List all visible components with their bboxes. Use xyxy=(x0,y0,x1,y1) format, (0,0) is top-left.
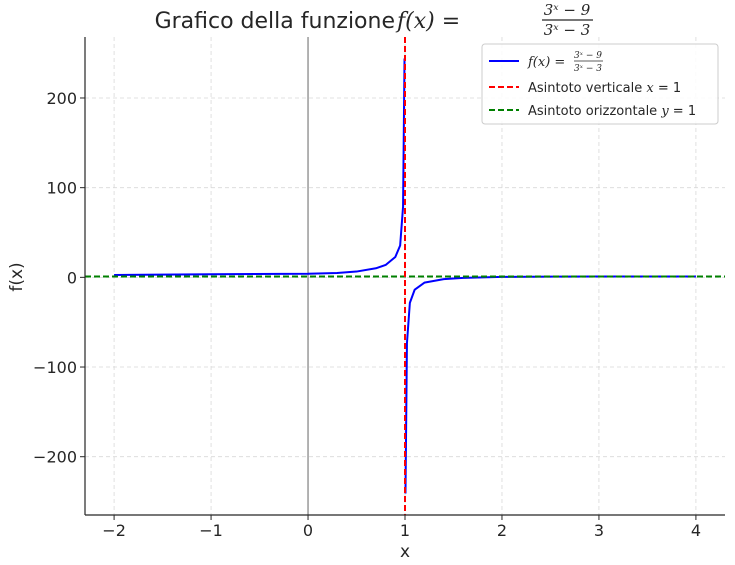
y-tick-label-0: −200 xyxy=(33,448,77,467)
legend-vertical-rest: = 1 xyxy=(654,81,681,96)
y-tick-label-2: 0 xyxy=(67,268,77,287)
legend-horizontal-text: Asintoto orizzontale xyxy=(528,104,661,119)
y-tick-label-1: −100 xyxy=(33,358,77,377)
legend-horizontal-math: y xyxy=(660,104,669,119)
axes xyxy=(80,37,725,520)
chart-title-lhs: f(x) = xyxy=(395,9,460,34)
x-tick-label-3: 1 xyxy=(400,521,410,540)
legend-vertical-math: x xyxy=(646,81,654,96)
legend-label-vertical-asymptote: Asintoto verticale x = 1 xyxy=(528,81,681,96)
y-axis-label: f(x) xyxy=(7,262,27,291)
chart-title: Grafico della funzione f(x) = 3ˣ − 9 3ˣ … xyxy=(155,1,593,39)
chart-title-numerator: 3ˣ − 9 xyxy=(544,1,591,19)
legend-item-horizontal-asymptote: Asintoto orizzontale y = 1 xyxy=(489,104,696,119)
legend-item-function: f(x) = 3ˣ − 9 3ˣ − 3 xyxy=(489,51,603,74)
chart-title-denominator: 3ˣ − 3 xyxy=(544,21,591,39)
x-tick-label-1: −1 xyxy=(199,521,223,540)
x-tick-label-5: 3 xyxy=(594,521,604,540)
legend-horizontal-rest: = 1 xyxy=(669,104,696,119)
chart-title-prefix: Grafico della funzione xyxy=(155,9,395,34)
legend-label-function-lhs: f(x) = xyxy=(527,55,565,70)
legend-label-horizontal-asymptote: Asintoto orizzontale y = 1 xyxy=(528,104,696,119)
x-axis-label: x xyxy=(400,542,410,562)
legend-item-vertical-asymptote: Asintoto verticale x = 1 xyxy=(489,81,681,96)
x-tick-label-2: 0 xyxy=(303,521,313,540)
y-tick-label-3: 100 xyxy=(46,179,77,198)
x-tick-label-4: 2 xyxy=(497,521,507,540)
legend-label-function-denominator: 3ˣ − 3 xyxy=(574,64,602,74)
function-curve-right-branch xyxy=(404,275,696,494)
legend-vertical-text: Asintoto verticale xyxy=(528,81,646,96)
legend: f(x) = 3ˣ − 9 3ˣ − 3 Asintoto verticale … xyxy=(481,43,719,125)
tick-labels: −2 −1 0 1 2 3 4 −200 −100 0 100 200 xyxy=(33,89,701,540)
function-curve-left-branch xyxy=(114,58,406,276)
legend-box xyxy=(481,43,719,125)
x-tick-label-6: 4 xyxy=(691,521,701,540)
y-tick-label-4: 200 xyxy=(46,89,77,108)
x-tick-label-0: −2 xyxy=(102,521,126,540)
plot-series xyxy=(85,37,725,515)
legend-label-function-numerator: 3ˣ − 9 xyxy=(574,51,602,61)
